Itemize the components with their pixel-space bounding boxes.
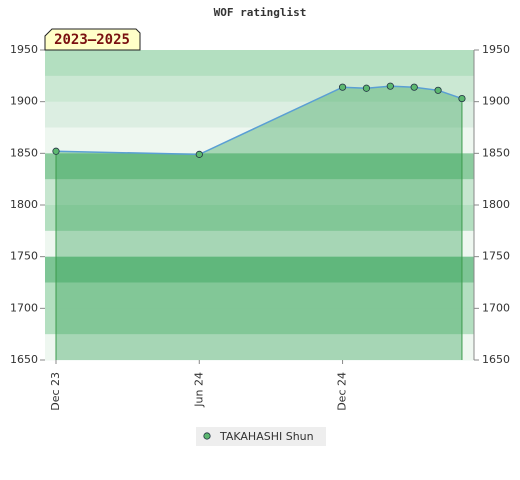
legend-marker — [203, 432, 211, 440]
y2-tick-label: 1900 — [482, 95, 510, 108]
background-stripe — [45, 308, 474, 335]
line — [55, 85, 463, 156]
background-stripe — [45, 256, 474, 283]
point — [52, 147, 60, 155]
y-tick-label: 1800 — [10, 198, 38, 211]
point — [338, 83, 347, 91]
background-stripe — [45, 50, 474, 77]
background-stripe — [45, 282, 474, 309]
y2-tick-label: 1750 — [482, 250, 510, 263]
y2-tick-label: 1700 — [482, 301, 510, 314]
background-stripe — [45, 101, 474, 128]
y-tick-label: 1850 — [10, 146, 38, 159]
area — [56, 86, 462, 361]
legend: TAKAHASHI Shun — [196, 427, 326, 446]
y-tick-label: 1950 — [10, 43, 38, 56]
point — [410, 83, 418, 91]
background-stripe — [45, 75, 474, 103]
subtitle: 2023–2025 — [54, 32, 130, 48]
y2-tick-label: 1950 — [482, 43, 510, 56]
background-stripe — [45, 127, 474, 154]
background-stripe — [45, 153, 474, 180]
y2-tick-label: 1800 — [482, 198, 510, 211]
background-stripe — [45, 230, 474, 258]
point — [434, 86, 442, 94]
point — [458, 94, 466, 103]
background-stripe — [45, 205, 474, 232]
chart-title: WOF ratinglist — [214, 6, 307, 19]
y-tick-label: 1900 — [10, 95, 38, 108]
point — [362, 84, 371, 92]
x-tick-label: Dec 24 — [336, 372, 349, 411]
y-tick-label: 1700 — [10, 301, 38, 314]
background-stripe — [45, 179, 474, 206]
point — [195, 150, 203, 158]
legend-label: TAKAHASHI Shun — [219, 430, 314, 443]
legend-box — [196, 427, 326, 446]
x-tick-label: Dec 23 — [49, 372, 62, 411]
x-tick-label: Jun 24 — [192, 372, 205, 408]
y2-tick-label: 1850 — [482, 146, 510, 159]
y-tick-label: 1750 — [10, 250, 38, 263]
y2-tick-label: 1650 — [482, 353, 510, 366]
badge — [44, 28, 141, 51]
point — [386, 82, 394, 90]
y-tick-label: 1650 — [10, 353, 38, 366]
background-stripe — [45, 334, 474, 361]
